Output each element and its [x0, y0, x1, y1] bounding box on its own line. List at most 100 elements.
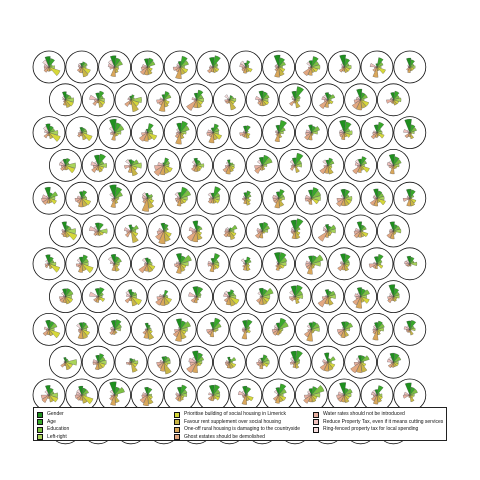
polar-glyph: [98, 181, 131, 215]
polar-glyph: [294, 116, 328, 150]
glyph-wedge-favour-rent-supplement-over-social-housing: [48, 263, 53, 269]
glyph-wedge-reduce-property-tax-even-if-it-means-cutting-services: [305, 194, 312, 199]
glyph-wedge-left-right: [245, 66, 249, 68]
glyph-wedge-education: [81, 62, 88, 68]
glyph-wedge-ring-fenced-property-tax-for-local-spending: [207, 192, 214, 199]
glyph-wedge-water-rates-should-not-be-introduced: [304, 198, 312, 202]
glyph-wedge-one-off-rural-housing-is-damaging-to-the-countryside: [175, 66, 182, 79]
glyph-wedge-age: [114, 319, 122, 330]
glyph-wedge-prioritise-building-of-social-housing-in-limerick: [376, 132, 385, 139]
glyph-wedge-water-rates-should-not-be-introduced: [109, 66, 116, 70]
glyph-wedge-ring-fenced-property-tax-for-local-spending: [342, 392, 345, 396]
glyph-wedge-ghost-estates-should-be-demolished: [303, 66, 312, 76]
glyph-wedge-favour-rent-supplement-over-social-housing: [409, 328, 414, 336]
glyph-wedge-one-off-rural-housing-is-damaging-to-the-countryside: [63, 361, 66, 366]
glyph-wedge-one-off-rural-housing-is-damaging-to-the-countryside: [158, 99, 166, 112]
glyph-wedge-reduce-property-tax-even-if-it-means-cutting-services: [339, 129, 345, 133]
glyph-wedge-prioritise-building-of-social-housing-in-limerick: [409, 394, 414, 399]
glyph-wedge-education: [310, 385, 325, 396]
polar-glyph: [212, 148, 246, 182]
glyph-wedge-ring-fenced-property-tax-for-local-spending: [194, 228, 197, 232]
glyph-wedge-favour-rent-supplement-over-social-housing: [212, 263, 217, 270]
glyph-wedge-one-off-rural-housing-is-damaging-to-the-countryside: [78, 197, 83, 208]
glyph-wedge-ring-fenced-property-tax-for-local-spending: [128, 96, 132, 101]
glyph-wedge-ghost-estates-should-be-demolished: [128, 165, 132, 169]
glyph-wedge-prioritise-building-of-social-housing-in-limerick: [163, 165, 173, 173]
glyph-wedge-prioritise-building-of-social-housing-in-limerick: [81, 132, 93, 142]
glyph-wedge-left-right: [310, 261, 321, 267]
glyph-wedge-prioritise-building-of-social-housing-in-limerick: [146, 197, 154, 204]
glyph-wedge-gender: [145, 193, 149, 199]
glyph-wedge-gender: [242, 320, 248, 330]
glyph-wedge-ghost-estates-should-be-demolished: [387, 361, 394, 368]
glyph-wedge-one-off-rural-housing-is-damaging-to-the-countryside: [127, 164, 132, 173]
glyph-wedge-reduce-property-tax-even-if-it-means-cutting-services: [142, 64, 148, 68]
glyph-wedge-gender: [339, 382, 347, 396]
glyph-wedge-ghost-estates-should-be-demolished: [352, 165, 361, 175]
glyph-wedge-gender: [325, 159, 329, 166]
glyph-wedge-left-right: [294, 360, 300, 364]
glyph-wedge-prioritise-building-of-social-housing-in-limerick: [146, 394, 153, 400]
polar-glyph: [311, 345, 345, 379]
glyph-wedge-age: [147, 258, 151, 265]
glyph-wedge-age: [97, 90, 105, 101]
glyph-wedge-favour-rent-supplement-over-social-housing: [409, 132, 414, 139]
glyph-wedge-reduce-property-tax-even-if-it-means-cutting-services: [176, 261, 181, 264]
glyph-wedge-left-right: [146, 196, 153, 200]
glyph-wedge-one-off-rural-housing-is-damaging-to-the-countryside: [144, 263, 149, 272]
polar-glyph: [376, 345, 410, 379]
glyph-wedge-age: [294, 350, 303, 363]
glyph-wedge-ghost-estates-should-be-demolished: [292, 361, 296, 366]
glyph-wedge-ring-fenced-property-tax-for-local-spending: [340, 194, 345, 199]
glyph-wedge-water-rates-should-not-be-introduced: [141, 132, 148, 136]
glyph-wedge-favour-rent-supplement-over-social-housing: [48, 328, 54, 336]
glyph-wedge-reduce-property-tax-even-if-it-means-cutting-services: [124, 227, 132, 232]
glyph-wedge-favour-rent-supplement-over-social-housing: [196, 99, 202, 109]
glyph-wedge-prioritise-building-of-social-housing-in-limerick: [245, 394, 254, 402]
polar-glyph: [360, 116, 394, 150]
polar-glyph: [294, 50, 328, 84]
glyph-wedge-one-off-rural-housing-is-damaging-to-the-countryside: [96, 230, 99, 236]
glyph-wedge-ring-fenced-property-tax-for-local-spending: [97, 295, 99, 297]
glyph-wedge-age: [343, 388, 349, 396]
polar-glyph: [130, 312, 164, 346]
glyph-wedge-prioritise-building-of-social-housing-in-limerick: [278, 329, 283, 333]
glyph-wedge-prioritise-building-of-social-housing-in-limerick: [310, 263, 316, 267]
glyph-wedge-left-right: [114, 196, 120, 200]
glyph-wedge-prioritise-building-of-social-housing-in-limerick: [245, 263, 250, 268]
glyph-wedge-water-rates-should-not-be-introduced: [43, 66, 50, 70]
glyph-wedge-gender: [273, 54, 281, 68]
glyph-wedge-prioritise-building-of-social-housing-in-limerick: [261, 230, 266, 234]
glyph-wedge-gender: [145, 128, 149, 134]
glyph-wedge-age: [360, 92, 366, 101]
glyph-wedge-ghost-estates-should-be-demolished: [317, 296, 329, 308]
glyph-wedge-left-right: [114, 262, 120, 266]
glyph-wedge-prioritise-building-of-social-housing-in-limerick: [376, 394, 383, 400]
glyph-wedge-prioritise-building-of-social-housing-in-limerick: [146, 66, 153, 72]
glyph-wedge-prioritise-building-of-social-housing-in-limerick: [81, 263, 94, 274]
glyph-wedge-left-right: [409, 65, 416, 69]
glyph-wedge-ghost-estates-should-be-demolished: [350, 361, 361, 374]
glyph-wedge-reduce-property-tax-even-if-it-means-cutting-services: [403, 326, 411, 330]
glyph-wedge-ring-fenced-property-tax-for-local-spending: [290, 356, 296, 363]
glyph-wedge-reduce-property-tax-even-if-it-means-cutting-services: [404, 260, 411, 264]
glyph-wedge-education: [114, 387, 125, 396]
glyph-wedge-water-rates-should-not-be-introduced: [141, 66, 148, 71]
glyph-wedge-ghost-estates-should-be-demolished: [41, 394, 50, 403]
glyph-wedge-water-rates-should-not-be-introduced: [241, 66, 247, 70]
glyph-wedge-reduce-property-tax-even-if-it-means-cutting-services: [256, 227, 263, 232]
glyph-wedge-ring-fenced-property-tax-for-local-spending: [340, 63, 345, 68]
glyph-wedge-favour-rent-supplement-over-social-housing: [130, 296, 138, 307]
glyph-wedge-ghost-estates-should-be-demolished: [390, 165, 394, 169]
glyph-wedge-favour-rent-supplement-over-social-housing: [393, 164, 396, 170]
glyph-wedge-ghost-estates-should-be-demolished: [59, 296, 66, 303]
glyph-wedge-gender: [94, 154, 100, 166]
glyph-wedge-age: [48, 256, 54, 265]
glyph-wedge-left-right: [179, 65, 185, 69]
glyph-wedge-education: [146, 193, 153, 199]
legend-item-rural-housing: One-off rural housing is damaging to the…: [174, 426, 300, 433]
polar-glyph: [262, 50, 296, 84]
glyph-wedge-education: [212, 192, 221, 199]
glyph-wedge-ring-fenced-property-tax-for-local-spending: [390, 228, 394, 232]
glyph-wedge-favour-rent-supplement-over-social-housing: [327, 361, 334, 371]
